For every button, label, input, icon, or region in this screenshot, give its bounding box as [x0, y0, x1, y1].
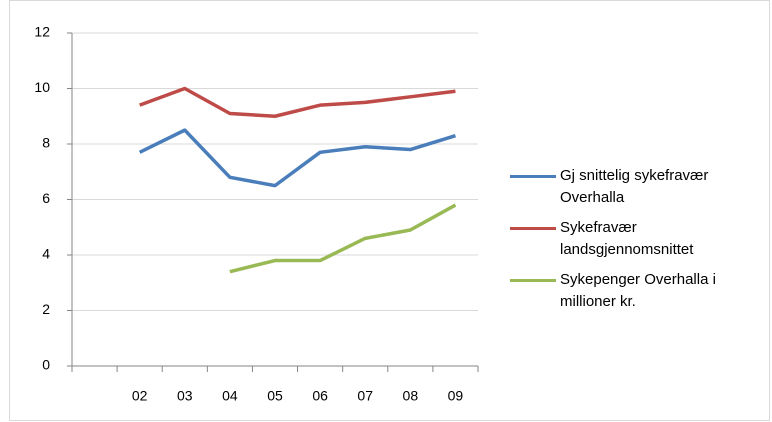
legend-label: Sykefravær landsgjennomsnittet — [560, 219, 694, 258]
y-tick-label: 2 — [42, 301, 50, 317]
legend-swatch — [510, 279, 556, 282]
chart-border — [9, 0, 770, 421]
x-tick-label: 04 — [222, 388, 238, 404]
series-line — [229, 203, 457, 274]
y-tick-label: 8 — [42, 135, 50, 151]
legend-item: Sykefravær landsgjennomsnittet — [510, 217, 750, 261]
x-tick-label: 09 — [448, 388, 464, 404]
legend-item: Sykepenger Overhalla i millioner kr. — [510, 269, 750, 313]
legend-swatch — [510, 227, 556, 230]
legend-item: Gj snittelig sykefravær Overhalla — [510, 165, 750, 209]
y-tick-label: 12 — [34, 24, 50, 40]
x-tick-label: 05 — [267, 388, 283, 404]
x-tick-label: 07 — [357, 388, 373, 404]
y-tick-label: 6 — [42, 190, 50, 206]
x-tick-label: 03 — [177, 388, 193, 404]
legend-label: Gj snittelig sykefravær Overhalla — [560, 167, 709, 206]
series-line — [138, 128, 456, 188]
y-tick-label: 0 — [42, 357, 50, 373]
legend-label: Sykepenger Overhalla i millioner kr. — [560, 271, 716, 310]
y-tick-label: 4 — [42, 246, 50, 262]
y-tick-label: 10 — [34, 79, 50, 95]
x-tick-label: 02 — [132, 388, 148, 404]
x-tick-label: 06 — [312, 388, 328, 404]
legend: Gj snittelig sykefravær Overhalla Sykefra… — [510, 165, 760, 321]
x-tick-label: 08 — [403, 388, 419, 404]
series-line — [139, 86, 456, 118]
legend-swatch — [510, 175, 556, 178]
